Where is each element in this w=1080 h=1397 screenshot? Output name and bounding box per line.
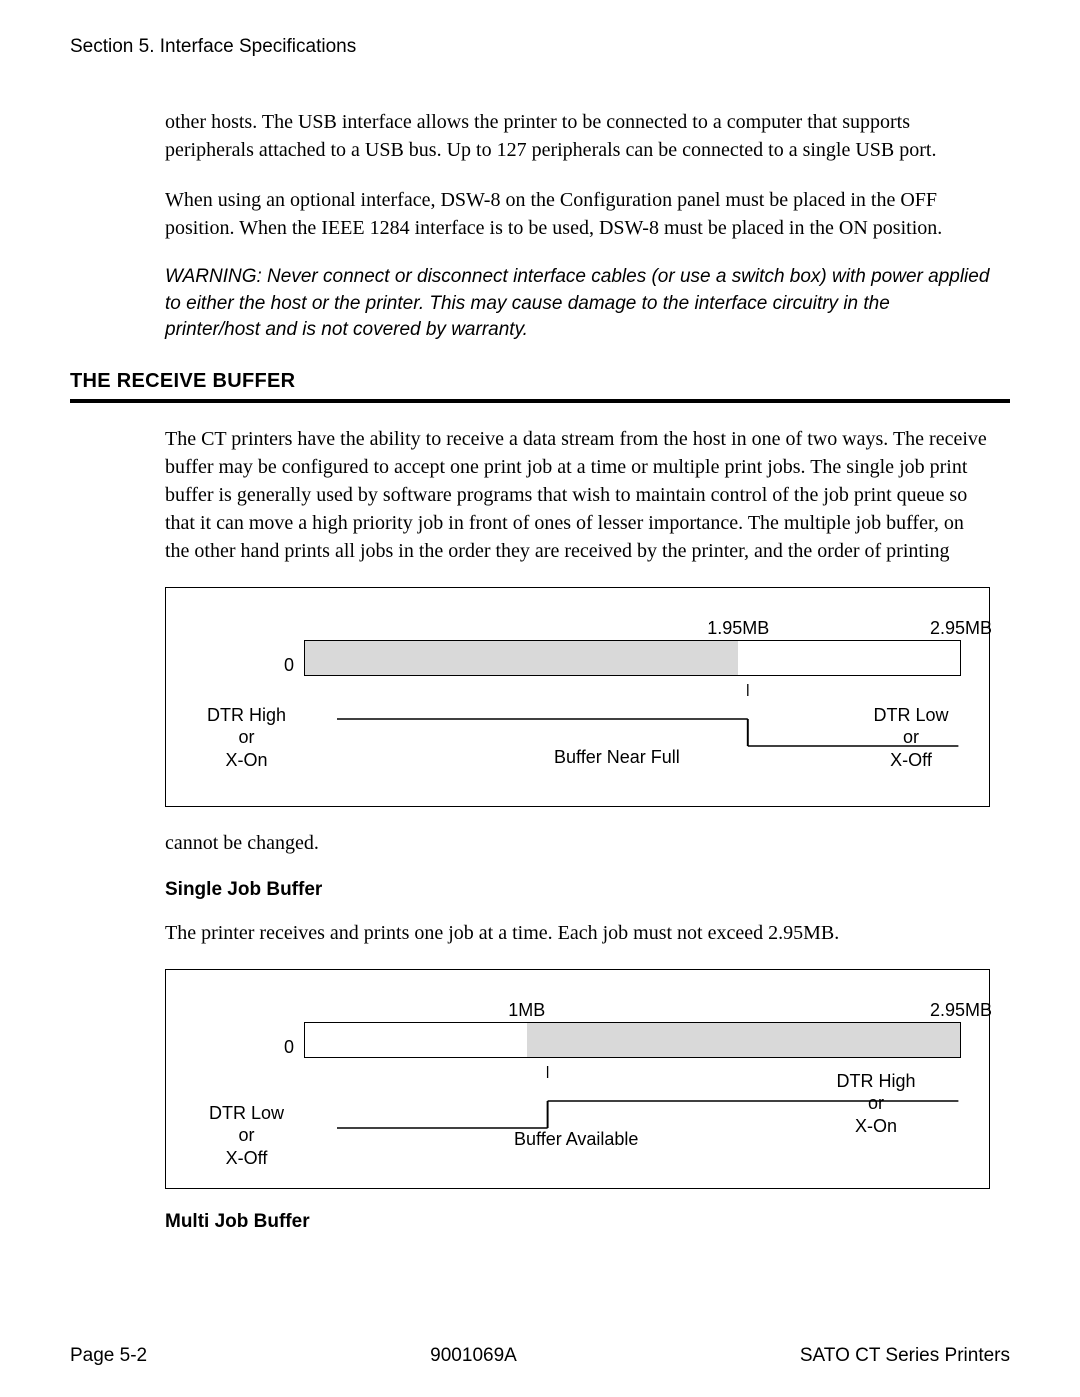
signal2-left-label: DTR Low or X-Off xyxy=(194,1102,299,1170)
footer-center: 9001069A xyxy=(430,1345,517,1367)
footer-right: SATO CT Series Printers xyxy=(800,1345,1010,1367)
bar2-start-label: 0 xyxy=(284,1037,294,1057)
heading-receive-buffer: THE RECEIVE BUFFER xyxy=(70,370,1010,393)
body-block-top: other hosts. The USB interface allows th… xyxy=(165,108,990,344)
diagram-buffer-available: 0 1MB 2.95MB xyxy=(165,969,990,1189)
buffer-bar-2 xyxy=(304,1022,961,1058)
bar2-mid-label: 1MB xyxy=(508,1000,545,1021)
heading-rule xyxy=(70,399,1010,403)
signal-center-caption: Buffer Near Full xyxy=(554,746,680,769)
signal2-center-caption: Buffer Available xyxy=(514,1128,638,1151)
footer-left: Page 5-2 xyxy=(70,1345,147,1367)
bar-start-label: 0 xyxy=(284,655,294,675)
warning-paragraph: WARNING: Never connect or disconnect int… xyxy=(165,264,990,344)
buffer-bar xyxy=(304,640,961,676)
paragraph-1: other hosts. The USB interface allows th… xyxy=(165,108,990,164)
paragraph-2: When using an optional interface, DSW-8 … xyxy=(165,186,990,242)
bar2-end-label: 2.95MB xyxy=(930,1000,992,1021)
bar-end-label: 2.95MB xyxy=(930,618,992,639)
body-block-main: The CT printers have the ability to rece… xyxy=(165,425,990,1233)
bar-mid-label: 1.95MB xyxy=(707,618,769,639)
heading-single-job-buffer: Single Job Buffer xyxy=(165,879,990,901)
section-header: Section 5. Interface Specifications xyxy=(70,36,1010,58)
page-footer: Page 5-2 9001069A SATO CT Series Printer… xyxy=(70,1345,1010,1367)
paragraph-5: The printer receives and prints one job … xyxy=(165,919,990,947)
paragraph-3: The CT printers have the ability to rece… xyxy=(165,425,990,565)
heading-multi-job-buffer: Multi Job Buffer xyxy=(165,1211,990,1233)
signal-right-label: DTR Low or X-Off xyxy=(856,704,966,772)
signal-left-label: DTR High or X-On xyxy=(194,704,299,772)
paragraph-4: cannot be changed. xyxy=(165,829,990,857)
diagram-buffer-near-full: 0 1.95MB 2.95MB xyxy=(165,587,990,807)
signal2-right-label: DTR High or X-On xyxy=(821,1070,931,1138)
